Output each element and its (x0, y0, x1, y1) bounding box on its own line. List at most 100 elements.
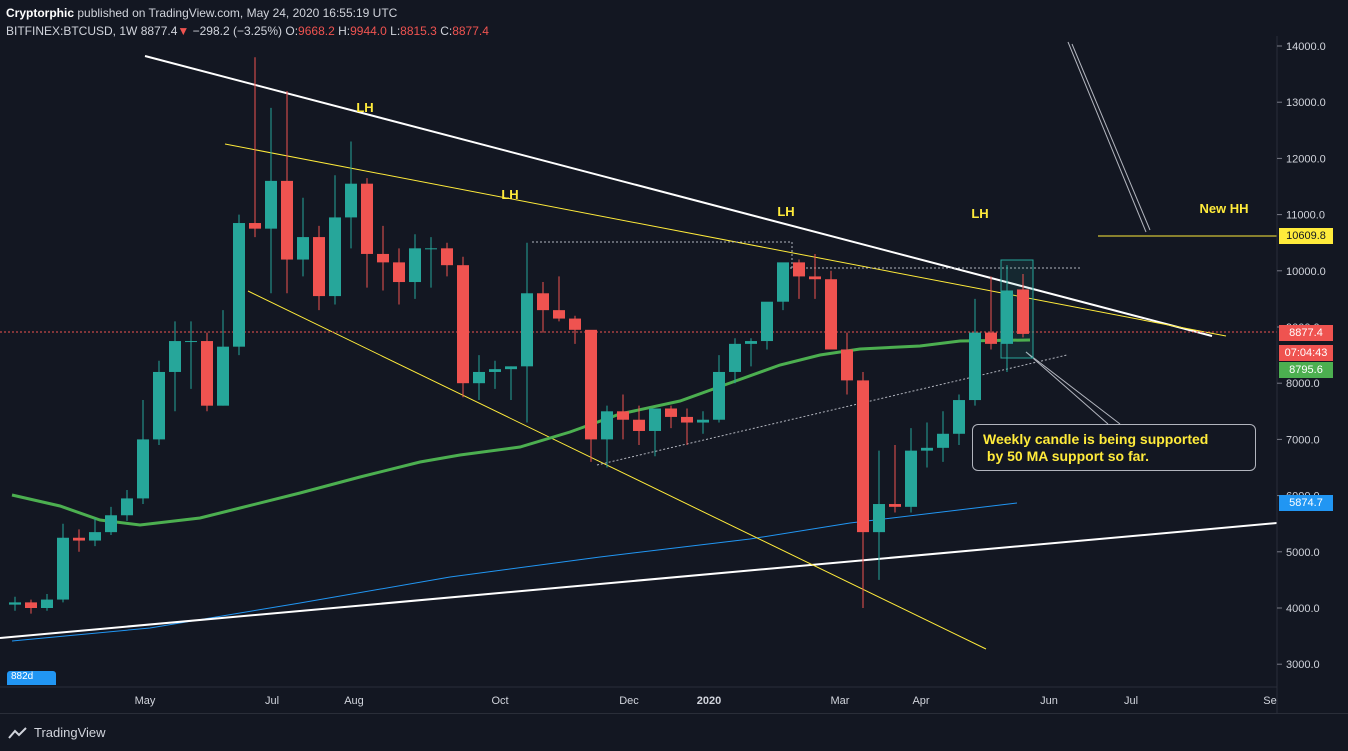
candle (857, 371, 869, 608)
publish-info: published on TradingView.com, May 24, 20… (77, 6, 398, 20)
candles (9, 57, 1029, 614)
candle-body (697, 419, 709, 423)
candle (457, 256, 469, 398)
candle-body (953, 400, 965, 434)
candle-body (313, 237, 325, 297)
candle-body (617, 411, 629, 420)
ma50-price-tag: 8795.6 (1279, 362, 1333, 378)
projection-line-2 (1071, 43, 1151, 231)
candle (1017, 273, 1029, 338)
close-label: C: (440, 24, 453, 38)
candle (89, 518, 101, 547)
time-tick-label: Aug (344, 695, 364, 707)
time-tick-label: May (135, 695, 156, 707)
down-arrow-icon: ▼ (177, 24, 190, 38)
candle-body (473, 371, 485, 384)
author-name[interactable]: Cryptorphic (6, 6, 75, 20)
candle-body (489, 369, 501, 372)
candle-body (217, 346, 229, 406)
time-tick-label: Mar (831, 695, 850, 707)
candle-body (201, 341, 213, 406)
candle (585, 329, 597, 462)
candle-body (521, 293, 533, 367)
candle-body (809, 276, 821, 280)
candle-body (57, 537, 69, 600)
candle-body (297, 237, 309, 260)
candle-body (905, 450, 917, 507)
candle-body (377, 253, 389, 263)
candle-body (585, 329, 597, 440)
candle (73, 529, 85, 552)
time-tick-label: Dec (619, 695, 639, 707)
candle-body (25, 602, 37, 608)
yellow-lower-trendline (247, 290, 987, 650)
range-badge[interactable]: 882d (7, 671, 56, 685)
candle-body (153, 371, 165, 440)
candle-body (169, 341, 181, 372)
candle-body (889, 504, 901, 507)
candle (329, 175, 341, 305)
candle-body (745, 341, 757, 344)
candle-body (761, 301, 773, 342)
chart-annotation-label: LH (971, 206, 988, 221)
candle-body (633, 419, 645, 431)
candle (1001, 265, 1013, 372)
tradingview-logo[interactable]: TradingView (8, 725, 106, 740)
time-tick-label: Se (1263, 695, 1276, 707)
candle (921, 422, 933, 468)
axes[interactable]: 14000.013000.012000.011000.010000.09000.… (0, 36, 1348, 713)
time-tick-label: Jul (1124, 695, 1138, 707)
candle-body (649, 408, 661, 431)
open-label: O: (285, 24, 299, 38)
candle-body (281, 180, 293, 260)
footer-bar: TradingView (0, 713, 1348, 751)
candle (889, 445, 901, 513)
candle-body (937, 433, 949, 448)
ascending-support-line (0, 522, 1278, 639)
chart-annotation-label: LH (501, 187, 518, 202)
candle-body (9, 602, 21, 605)
candle-body (329, 217, 341, 297)
candle (489, 360, 501, 389)
candle (121, 489, 133, 521)
candle (169, 321, 181, 412)
candle-body (441, 248, 453, 266)
candle (409, 234, 421, 299)
ma200-price-tag: 5874.7 (1279, 495, 1333, 511)
candle-body (233, 223, 245, 347)
price-tick-label: 3000.0 (1286, 659, 1320, 671)
candle-body (41, 599, 53, 608)
symbol-label[interactable]: BITFINEX:BTCUSD, 1W (6, 24, 138, 38)
candle (553, 276, 565, 322)
candle (665, 405, 677, 429)
candle-body (601, 411, 613, 440)
candle-body (553, 310, 565, 319)
price-tick-label: 11000.0 (1286, 210, 1325, 222)
candle-body (969, 332, 981, 401)
chart-annotation-label: LH (356, 100, 373, 115)
candle (793, 259, 805, 299)
time-tick-label: Oct (491, 695, 508, 707)
candle (905, 428, 917, 513)
candle-body (569, 318, 581, 330)
candle (265, 107, 277, 294)
last-price-tag: 8877.4 (1279, 325, 1333, 341)
candle (537, 282, 549, 333)
candle (761, 301, 773, 350)
candle-body (361, 183, 373, 254)
high-value: 9944.0 (350, 24, 387, 38)
tradingview-brand: TradingView (34, 725, 106, 740)
candle-body (873, 504, 885, 533)
price-tick-label: 12000.0 (1286, 153, 1326, 165)
candle (249, 57, 261, 238)
candle-body (729, 343, 741, 372)
candle-body (665, 408, 677, 417)
ma200-line (11, 502, 1018, 642)
candle (969, 298, 981, 406)
candle-body (185, 341, 197, 343)
candle (345, 141, 357, 249)
candle-body (457, 265, 469, 384)
target-price-tag: 10609.8 (1279, 228, 1333, 244)
candle-body (265, 180, 277, 229)
